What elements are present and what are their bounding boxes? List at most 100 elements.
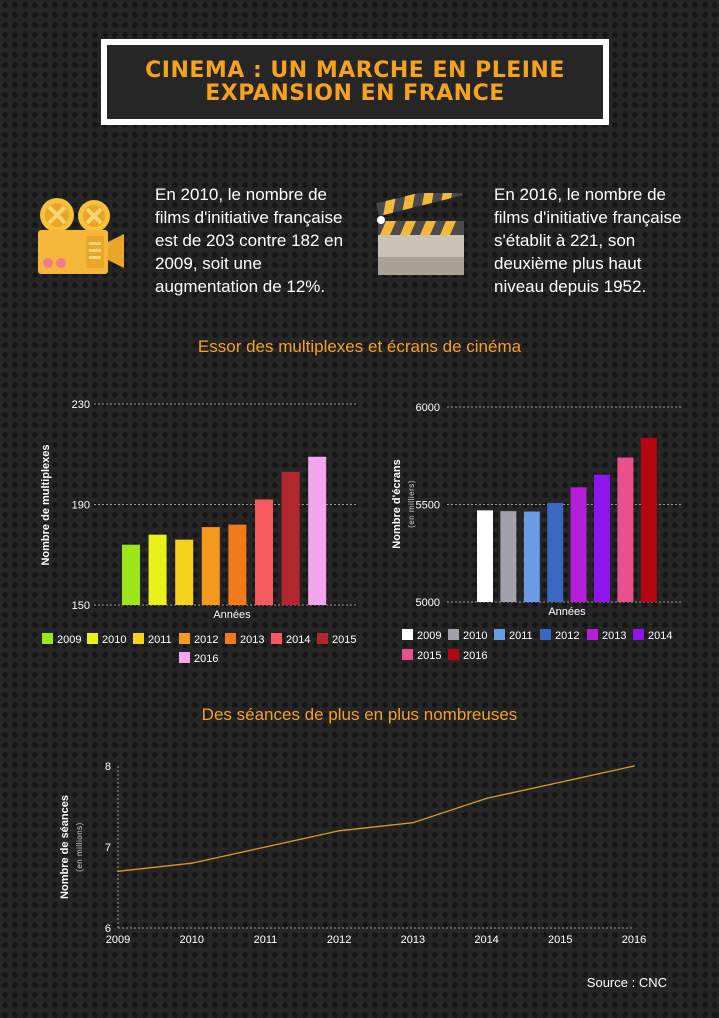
x-tick-label: 2011 [254,934,278,946]
data-point [190,862,193,864]
legend-swatch [494,629,505,640]
fact-2-line: En 2016, le nombre de [494,185,667,204]
y-axis-label: Nombre de séances [59,795,71,899]
y-tick-label: 5000 [416,597,440,609]
legend-swatch [179,633,190,644]
bar [148,534,167,605]
y-tick-label: 8 [105,761,111,773]
legend-label: 2012 [194,634,218,646]
data-point [117,870,119,873]
bar [308,456,327,605]
legend-swatch [448,629,459,640]
bar [640,437,657,602]
y-tick-label: 190 [72,500,90,512]
x-tick-label: 2016 [622,934,646,946]
x-tick-label: 2010 [179,934,203,946]
fact-1-line: 2009, soit une [155,254,262,273]
page-title-line-2: EXPANSION EN FRANCE [205,81,505,106]
y-axis-sublabel: (en millions) [75,822,84,872]
bar [594,474,610,602]
film-projector-icon [38,198,124,274]
legend-swatch [42,633,53,644]
legend-label: 2013 [602,630,626,642]
legend-swatch [448,649,459,660]
bar [281,471,300,605]
bar [122,544,140,605]
legend-label: 2009 [417,630,441,642]
legend-swatch [587,629,598,640]
fact-1: En 2010, le nombre de films d'initiative… [155,183,343,298]
bar [477,510,493,602]
legend-label: 2014 [286,634,310,646]
fact-2-line: niveau depuis 1952. [494,277,647,296]
y-axis-label: Nombre de multiplexes [40,444,52,565]
bar [547,502,564,602]
legend-swatch [402,649,413,660]
fact-2-line: s'établit à 221, son [494,231,636,250]
legend-swatch [540,629,551,640]
fact-2-line: films d'initiative française [494,208,682,227]
section-title-seances: Des séances de plus en plus nombreuses [201,705,518,724]
bar [228,524,247,605]
fact-1-line: augmentation de 12%. [155,277,326,296]
bar [201,527,220,605]
data-point [485,797,488,800]
x-axis-label: Années [213,609,251,621]
legend-label: 2009 [57,634,81,646]
bar [500,511,517,602]
x-tick-label: 2014 [474,934,498,946]
series-line [117,765,635,872]
y-tick-label: 230 [72,399,90,411]
legend-swatch [133,633,144,644]
bar [617,457,634,602]
legend-swatch [225,633,236,644]
legend-label: 2010 [102,634,126,646]
legend-label: 2016 [194,653,218,665]
legend-label: 2011 [509,630,533,642]
section-title-multiplexes: Essor des multiplexes et écrans de ciném… [197,337,522,356]
y-tick-label: 150 [72,600,90,612]
legend-label: 2015 [417,650,441,662]
source-note: Source : CNC [586,975,667,990]
legend-swatch [87,633,98,644]
legend-label: 2014 [648,630,672,642]
fact-1-line: est de 203 contre 182 en [155,231,344,250]
legend-swatch [402,629,413,640]
y-axis-label: Nombre d'écrans [391,459,403,548]
fact-1-line: films d'initiative française [155,208,343,227]
bar [570,487,587,602]
fact-2: En 2016, le nombre de films d'initiative… [494,183,681,298]
x-tick-label: 2012 [327,934,351,946]
bar [523,511,540,602]
page-title-line-1: CINEMA : UN MARCHE EN PLEINE [145,58,565,83]
legend-swatch [633,629,644,640]
data-point [338,830,340,832]
y-tick-label: 5500 [416,500,440,512]
x-tick-label: 2013 [401,934,425,946]
legend-label: 2016 [463,650,487,662]
y-tick-label: 6000 [416,402,440,414]
data-point [412,821,414,824]
legend-swatch [271,633,282,644]
y-tick-label: 6 [105,923,111,935]
legend-label: 2010 [463,630,487,642]
y-tick-label: 7 [105,842,111,854]
legend-label: 2011 [148,634,172,646]
legend-label: 2015 [332,634,356,646]
fact-2-line: deuxième plus haut [494,254,642,273]
x-tick-label: 2009 [106,934,130,946]
legend-label: 2013 [240,634,264,646]
x-tick-label: 2015 [548,934,572,946]
clapperboard-icon [376,193,464,275]
title-box: CINEMA : UN MARCHE EN PLEINE EXPANSION E… [101,39,609,125]
legend-label: 2012 [555,630,579,642]
data-point [264,846,267,848]
y-axis-sublabel: (en milliers) [407,480,416,528]
legend-swatch [317,633,328,644]
bar [255,499,273,605]
x-axis-label: Années [548,606,586,618]
data-point [559,781,562,783]
fact-1-line: En 2010, le nombre de [155,185,328,204]
data-point [633,765,635,767]
